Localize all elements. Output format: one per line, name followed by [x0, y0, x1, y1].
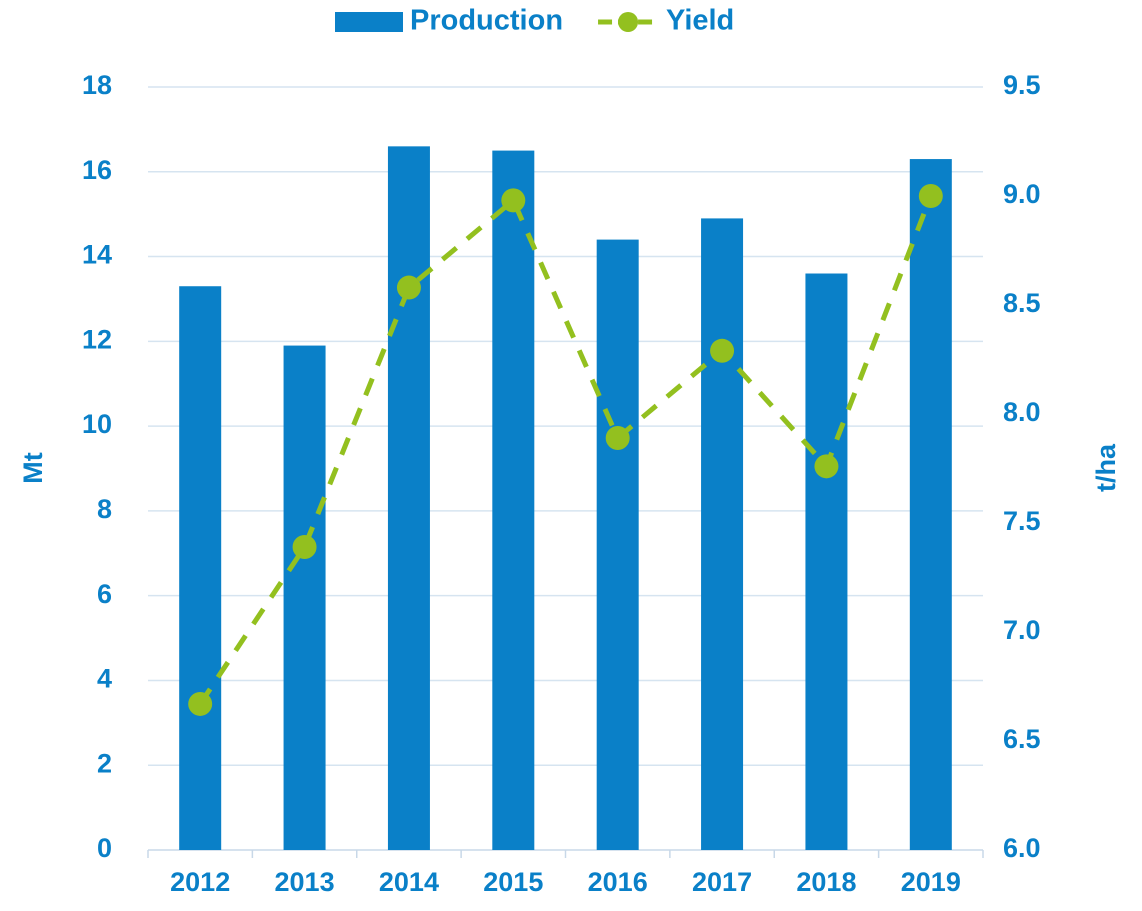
point: [396, 275, 421, 300]
y-tick-label: 6: [97, 579, 112, 609]
bar: [492, 150, 535, 851]
x-tick-label: 2012: [170, 867, 230, 897]
x-tick-label: 2015: [483, 867, 543, 897]
bar: [283, 345, 326, 850]
y-axis-title: Mt: [18, 452, 48, 483]
point: [605, 425, 630, 450]
x-tick-label: 2018: [796, 867, 856, 897]
x-tick-label: 2016: [588, 867, 648, 897]
y2-tick-label: 9.0: [1003, 179, 1041, 209]
y2-tick-label: 8.0: [1003, 397, 1041, 427]
y-tick-label: 8: [97, 494, 112, 524]
y-tick-label: 12: [82, 324, 112, 354]
bar: [596, 239, 639, 851]
point: [710, 338, 735, 363]
point: [814, 454, 839, 479]
x-tick-label: 2014: [379, 867, 439, 897]
legend-label: Production: [410, 5, 563, 37]
bar: [387, 146, 430, 850]
point: [188, 691, 213, 716]
y2-tick-label: 6.0: [1003, 833, 1041, 863]
y-tick-label: 14: [82, 240, 112, 270]
line: [198, 195, 934, 706]
legend-label: Yield: [666, 5, 734, 37]
y2-tick-label: 7.5: [1003, 506, 1041, 536]
y-tick-label: 0: [97, 833, 112, 863]
legend-swatch: [335, 12, 403, 32]
bar: [701, 218, 744, 851]
x-tick-label: 2013: [275, 867, 335, 897]
x-tick-label: 2017: [692, 867, 752, 897]
point: [918, 184, 943, 208]
x-tick-label: 2019: [901, 867, 961, 897]
bar: [179, 286, 222, 850]
y2-tick-label: 6.5: [1003, 724, 1041, 754]
y2-tick-label: 9.5: [1003, 70, 1041, 100]
y-tick-label: 16: [82, 155, 112, 185]
y2-tick-label: 8.5: [1003, 288, 1041, 318]
y2-axis-title: t/ha: [1091, 443, 1121, 492]
bar: [805, 273, 848, 850]
y-tick-label: 18: [82, 70, 112, 100]
y-tick-label: 10: [82, 409, 112, 439]
legend-marker: [618, 12, 639, 32]
point: [501, 188, 526, 213]
point: [292, 534, 317, 559]
y-tick-label: 4: [97, 664, 112, 694]
bar: [909, 159, 952, 851]
y2-tick-label: 7.0: [1003, 615, 1041, 645]
y-tick-label: 2: [97, 748, 112, 778]
